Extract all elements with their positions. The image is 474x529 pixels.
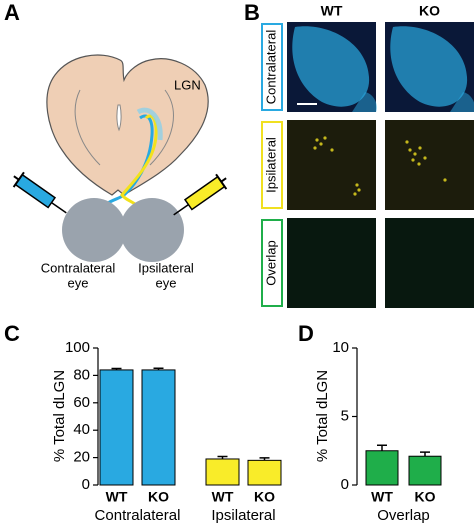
brain-diagram — [12, 54, 228, 262]
category-label: KO — [415, 489, 436, 505]
bar — [205, 458, 240, 486]
region-label: LGN — [174, 77, 201, 92]
bar — [99, 369, 134, 486]
y-axis-label: % Total dLGN — [314, 370, 331, 462]
y-tick-label: 10 — [332, 339, 349, 356]
y-tick-label: 100 — [65, 339, 90, 356]
micrograph — [287, 120, 376, 210]
micrograph-signal — [292, 26, 370, 107]
group-label: Ipsilateral — [211, 507, 275, 524]
panel-label: D — [298, 321, 314, 346]
category-label: WT — [212, 489, 234, 505]
group-label: Overlap — [377, 507, 430, 524]
micrograph-signal — [405, 140, 409, 144]
micrograph-signal — [355, 183, 359, 187]
micrograph-signal — [423, 156, 427, 160]
panel-label: B — [244, 0, 260, 25]
error-bar — [153, 367, 164, 370]
error-bar — [111, 367, 122, 370]
eye-label: eye — [68, 275, 89, 290]
micrograph-signal — [443, 178, 447, 182]
bar — [141, 369, 176, 486]
bar — [365, 450, 399, 486]
column-label: KO — [419, 3, 440, 19]
micrograph-signal — [418, 146, 422, 150]
micrograph — [385, 120, 474, 210]
y-tick-label: 80 — [73, 366, 90, 383]
micrograph-signal — [319, 142, 323, 146]
eye-label: eye — [156, 275, 177, 290]
y-tick-label: 0 — [82, 476, 90, 493]
row-label-box — [261, 23, 283, 111]
y-tick-label: 60 — [73, 394, 90, 411]
category-label: WT — [371, 489, 393, 505]
micrograph — [385, 218, 474, 308]
y-axis-label: % Total dLGN — [51, 370, 68, 462]
micrograph-signal — [413, 152, 417, 156]
eye-label: Contralateral — [41, 260, 116, 275]
row-label-box — [261, 219, 283, 307]
y-tick-label: 0 — [341, 476, 349, 493]
micrograph-signal — [323, 136, 327, 140]
bar — [408, 455, 442, 486]
category-label: KO — [148, 489, 169, 505]
panel-label: C — [4, 321, 20, 346]
category-label: KO — [254, 489, 275, 505]
error-bar — [217, 455, 228, 459]
micrograph-signal — [408, 148, 412, 152]
micrograph-signal — [390, 26, 468, 107]
column-label: WT — [321, 3, 343, 19]
error-bar — [377, 444, 387, 451]
row-label: Ipsilateral — [263, 137, 278, 193]
micrograph-signal — [352, 92, 377, 112]
row-label: Contralateral — [263, 30, 278, 105]
micrograph-signal — [330, 148, 334, 152]
y-tick-label: 40 — [73, 421, 90, 438]
micrograph — [287, 218, 376, 308]
error-bar — [259, 457, 270, 461]
row-label: Overlap — [263, 240, 278, 286]
y-tick-label: 5 — [341, 407, 349, 424]
category-label: WT — [106, 489, 128, 505]
micrograph-signal — [417, 162, 421, 166]
error-bar — [420, 451, 430, 457]
eye-label: Ipsilateral — [138, 260, 194, 275]
bar — [247, 459, 282, 486]
micrograph-signal — [353, 192, 357, 196]
micrograph-signal — [411, 158, 415, 162]
row-label-box — [261, 121, 283, 209]
group-label: Contralateral — [95, 507, 181, 524]
y-tick-label: 20 — [73, 449, 90, 466]
micrograph-signal — [315, 138, 319, 142]
micrograph-signal — [450, 92, 474, 112]
micrograph-signal — [357, 188, 361, 192]
panel-label: A — [4, 0, 20, 25]
micrograph-signal — [313, 146, 317, 150]
